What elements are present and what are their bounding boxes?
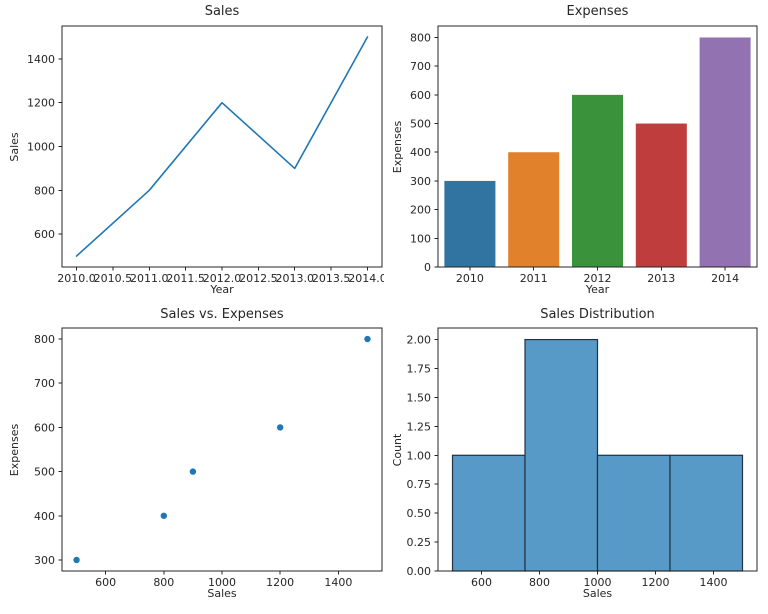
y-tick-label: 100 [410,232,431,245]
x-tick-label: 2010.5 [94,272,133,285]
x-tick-label: 1400 [324,576,352,589]
x-tick-label: 1200 [642,576,670,589]
bar [635,123,687,267]
y-tick-label: 300 [34,554,55,567]
sales-vs-expenses-scatter-chart: Sales vs. Expenses Expenses Sales 600 800… [0,307,384,614]
y-tick-label: 200 [410,204,431,217]
x-tick-label: 600 [95,576,116,589]
x-tick-label: 2014.0 [348,272,384,285]
chart-title: Sales Distribution [540,307,655,322]
plot-area: 2010 2011 2012 2013 2014 0 100 200 300 400 500 600 7… [410,25,758,285]
chart-title: Expenses [566,4,629,19]
y-tick-label: 800 [34,333,55,346]
x-tick-label: 800 [529,576,550,589]
x-tick-label: 1400 [700,576,728,589]
y-tick-label: 1.75 [407,363,432,376]
y-tick-label: 1.00 [407,449,432,462]
bar [444,180,496,267]
hist-bar [669,454,744,572]
x-tick-label: 600 [471,576,492,589]
x-tick-label: 2014 [711,272,739,285]
plot-border [61,25,383,268]
y-tick-label: 0 [424,261,431,274]
sales-line-chart: Sales Sales Year 2010.0 2010.5 2011.0 2011.… [0,0,384,307]
bar [571,94,624,267]
y-tick-label: 0.50 [407,507,432,520]
scatter-point [364,335,371,343]
y-tick-label: 1200 [27,97,55,110]
y-tick-label: 500 [410,118,431,131]
scatter-point [160,512,168,519]
y-tick-label: 700 [410,60,431,73]
y-tick-label: 0.00 [407,565,432,578]
x-tick-label: 1000 [584,576,612,589]
chart-title: Sales [204,4,240,19]
y-tick-label: 1.50 [407,391,432,404]
y-tick-label: 400 [410,146,431,159]
y-tick-label: 800 [34,184,55,197]
plot-area: 600 800 1000 1200 1400 300 400 500 600 700 800 [34,327,383,589]
x-axis-label: Sales [582,587,613,600]
x-tick-label: 2010 [456,272,484,285]
y-tick-label: 500 [34,466,55,479]
scatter-point [276,424,284,431]
x-axis-label: Year [210,283,234,296]
hist-bar [524,338,599,572]
y-tick-label: 800 [410,31,431,44]
expenses-bar-chart: Expenses Expenses Year 2010 2011 2012 2013 2… [384,0,768,307]
x-tick-label: 800 [153,576,174,589]
plot-border [61,327,383,572]
chart-title: Sales vs. Expenses [160,307,284,322]
y-tick-label: 2.00 [407,334,432,347]
y-tick-label: 0.75 [407,478,432,491]
x-tick-label: 1000 [208,576,236,589]
x-tick-label: 2013 [647,272,675,285]
x-tick-label: 1200 [266,576,294,589]
y-tick-label: 600 [410,89,431,102]
x-tick-label: 2012 [584,272,612,285]
y-tick-label: 0.25 [407,536,432,549]
y-tick-label: 600 [34,421,55,434]
bar [508,152,560,267]
y-tick-label: 600 [34,228,55,241]
x-tick-label: 2010.0 [57,272,96,285]
scatter-point [73,556,80,564]
bar [699,37,751,267]
x-tick-label: 2013.0 [275,272,314,285]
x-tick-label: 2011 [520,272,548,285]
x-axis-label: Sales [207,587,237,600]
hist-bar [596,454,671,572]
x-axis-label: Year [585,283,610,296]
sales-distribution-histogram-chart: Sales Distribution Count Sales 600 800 100… [384,307,768,614]
scatter-point [189,468,197,475]
hist-bar [451,454,526,572]
x-tick-label: 2011.5 [166,272,205,285]
x-tick-label: 2012.5 [239,272,278,285]
x-tick-label: 2012.0 [203,272,242,285]
y-tick-label: 700 [34,377,55,390]
y-tick-label: 1400 [27,53,55,66]
x-tick-label: 2013.5 [312,272,351,285]
plot-area: 2010.02010.52011.02011.52012.02012.52013… [27,25,384,285]
y-tick-label: 1000 [27,141,55,154]
y-tick-label: 400 [34,510,55,523]
y-tick-label: 300 [410,175,431,188]
plot-area: 600 800 1000 1200 1400 0.00 0.25 0.50 0.75 1.00 1.… [407,327,758,589]
x-tick-label: 2011.0 [130,272,169,285]
line-series [75,36,369,257]
y-tick-label: 1.25 [407,420,432,433]
